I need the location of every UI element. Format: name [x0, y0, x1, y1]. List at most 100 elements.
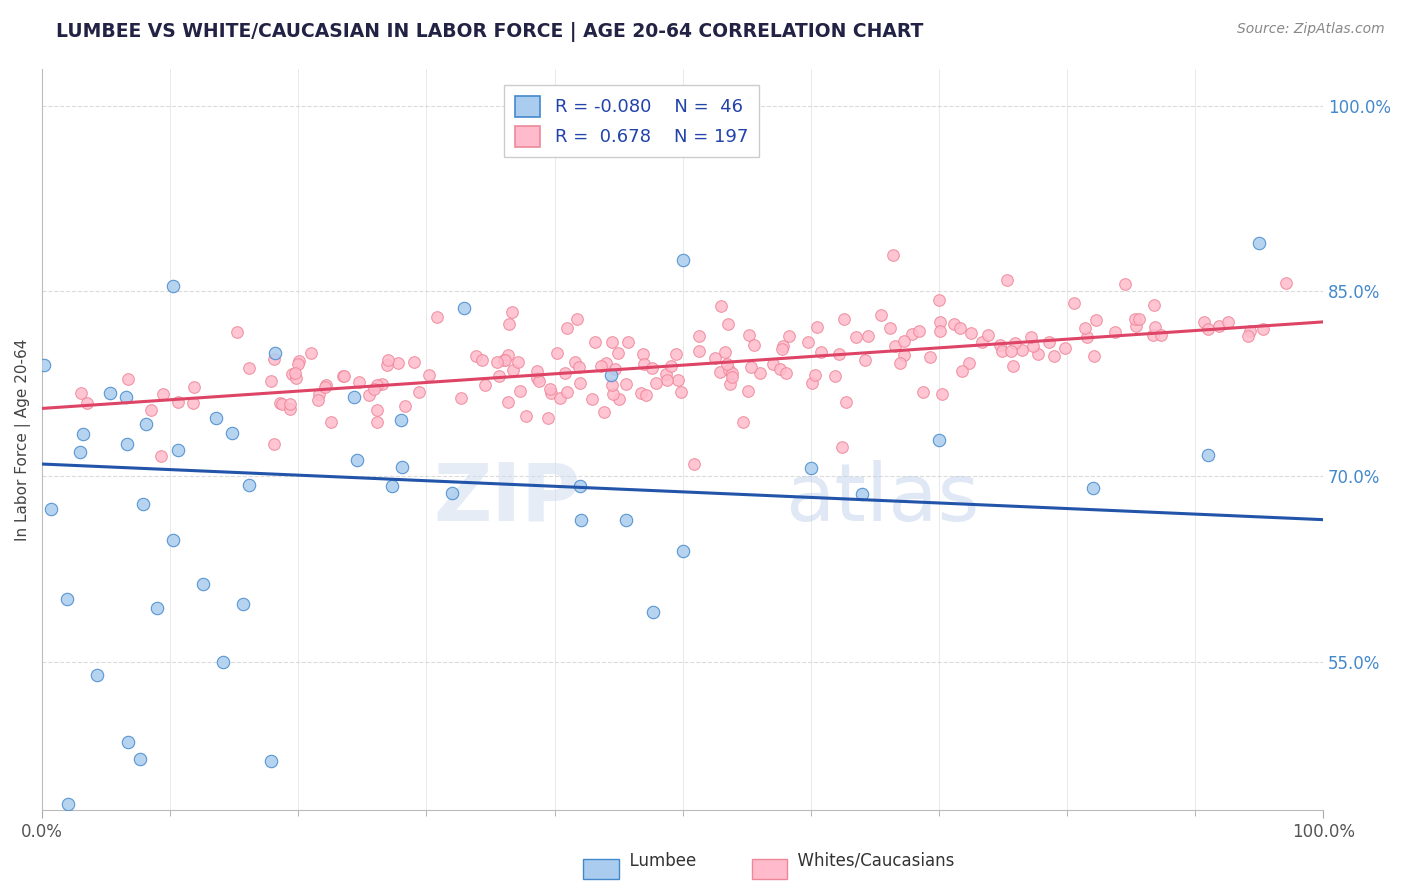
Point — [506, 355, 529, 369]
Point — [740, 359, 762, 374]
Point — [634, 388, 657, 402]
Point — [181, 396, 204, 410]
Point — [806, 319, 828, 334]
Point — [600, 377, 623, 392]
Point — [1128, 311, 1150, 326]
Point — [284, 366, 307, 380]
Point — [391, 460, 413, 475]
Legend: R = -0.080    N =  46, R =  0.678    N = 197: R = -0.080 N = 46, R = 0.678 N = 197 — [503, 85, 759, 157]
Point — [641, 361, 664, 376]
Point — [718, 363, 741, 377]
Point — [688, 344, 710, 359]
Point — [555, 320, 578, 334]
Point — [502, 363, 524, 377]
Point — [810, 344, 832, 359]
Point — [56, 592, 79, 607]
Point — [568, 359, 591, 374]
Point — [494, 353, 516, 368]
Point — [162, 279, 184, 293]
Point — [377, 358, 399, 372]
Point — [659, 359, 682, 373]
Point — [498, 317, 520, 331]
Point — [614, 513, 637, 527]
Point — [666, 372, 689, 386]
Point — [1142, 298, 1164, 312]
Point — [959, 326, 981, 340]
Point — [762, 357, 785, 371]
Point — [716, 357, 738, 371]
Point — [308, 386, 330, 401]
Point — [569, 513, 592, 527]
Point — [721, 370, 744, 384]
Point — [453, 301, 475, 315]
Point — [509, 384, 531, 399]
Point — [1274, 276, 1296, 290]
Point — [315, 378, 337, 392]
Point — [616, 377, 638, 392]
Point — [929, 324, 952, 338]
Point — [928, 433, 950, 447]
Point — [772, 343, 794, 357]
Point — [263, 352, 285, 367]
Point — [893, 334, 915, 348]
Point — [950, 364, 973, 378]
Point — [501, 305, 523, 319]
Point — [1076, 330, 1098, 344]
Point — [1123, 311, 1146, 326]
Point — [942, 317, 965, 331]
Point — [616, 335, 638, 350]
Point — [72, 426, 94, 441]
Point — [603, 362, 626, 376]
Point — [86, 668, 108, 682]
Point — [346, 452, 368, 467]
Text: ZIP: ZIP — [433, 459, 581, 538]
Point — [205, 410, 228, 425]
Point — [1236, 329, 1258, 343]
Point — [567, 312, 589, 326]
Point — [1073, 320, 1095, 334]
Point — [394, 399, 416, 413]
Text: Lumbee: Lumbee — [619, 852, 696, 870]
Point — [633, 357, 655, 371]
Point — [494, 353, 516, 368]
Text: Whites/Caucasians: Whites/Caucasians — [787, 852, 955, 870]
Point — [139, 402, 162, 417]
Point — [643, 605, 665, 619]
Point — [191, 577, 214, 591]
Point — [183, 379, 205, 393]
Point — [801, 376, 824, 390]
Point — [538, 382, 561, 396]
Point — [591, 359, 613, 374]
Point — [260, 754, 283, 768]
Point — [804, 368, 827, 383]
Point — [117, 372, 139, 386]
Y-axis label: In Labor Force | Age 20-64: In Labor Force | Age 20-64 — [15, 338, 31, 541]
Point — [988, 338, 1011, 352]
Point — [212, 655, 235, 669]
Point — [132, 497, 155, 511]
Point — [901, 326, 924, 341]
Point — [1026, 346, 1049, 360]
Point — [607, 392, 630, 406]
Point — [1084, 312, 1107, 326]
Point — [710, 299, 733, 313]
Point — [882, 248, 904, 262]
Point — [1197, 449, 1219, 463]
Point — [441, 485, 464, 500]
Point — [879, 321, 901, 335]
Point — [474, 378, 496, 392]
Point — [496, 395, 519, 409]
Point — [600, 334, 623, 349]
Point — [1054, 341, 1077, 355]
Point — [737, 384, 759, 398]
Point — [260, 374, 283, 388]
Point — [343, 390, 366, 404]
Point — [221, 425, 243, 440]
Point — [769, 362, 792, 376]
Point — [1143, 320, 1166, 334]
Point — [669, 384, 692, 399]
Point — [778, 329, 800, 343]
Point — [319, 415, 342, 429]
Point — [831, 441, 853, 455]
Point — [1011, 343, 1033, 358]
